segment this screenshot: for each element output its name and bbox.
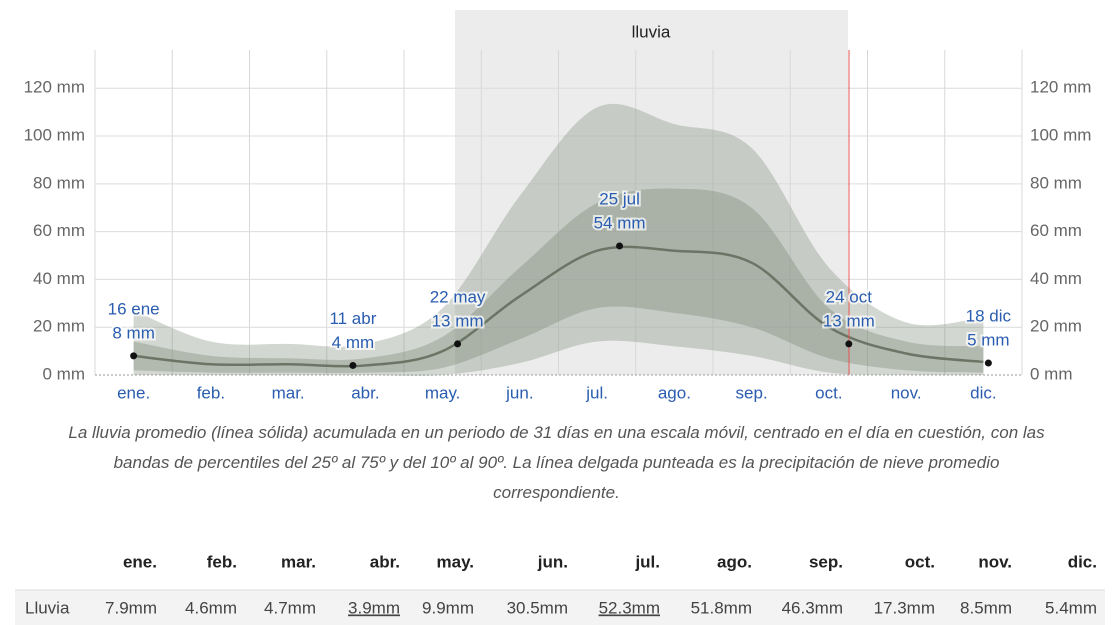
y2-tick-label: 60 mm: [1030, 221, 1082, 240]
table-header: oct.: [905, 552, 935, 571]
annotation-value: 5 mm: [967, 331, 1010, 350]
table-cell: 3.9mm: [348, 598, 400, 617]
annotation-value: 54 mm: [594, 213, 646, 232]
table-cell: 46.3mm: [782, 598, 843, 617]
annotation-value: 13 mm: [823, 311, 875, 330]
table-cell: 30.5mm: [507, 598, 568, 617]
mean-line: [133, 245, 984, 368]
x-tick-label: feb.: [197, 383, 225, 402]
table-cell: 51.8mm: [691, 598, 752, 617]
table-header: abr.: [370, 552, 400, 571]
table-cell: 9.9mm: [422, 598, 474, 617]
table-header: ago.: [717, 552, 752, 571]
annotation-dot: [454, 340, 462, 348]
x-tick-label: nov.: [891, 383, 922, 402]
table-cell: 5.4mm: [1045, 598, 1097, 617]
annotation-date: 22 may: [430, 287, 486, 306]
x-tick-label: may.: [425, 383, 461, 402]
x-tick-label: jul.: [585, 383, 608, 402]
y-tick-label: 20 mm: [33, 317, 85, 336]
annotation-date: 11 abr: [329, 309, 376, 328]
table-cell: 7.9mm: [105, 598, 157, 617]
x-tick-label: abr.: [351, 383, 379, 402]
table-header: may.: [437, 552, 475, 571]
x-tick-label: jun.: [505, 383, 533, 402]
table-header: feb.: [207, 552, 237, 571]
table-cell: 8.5mm: [960, 598, 1012, 617]
annotation-dot: [130, 352, 138, 360]
x-tick-label: ago.: [658, 383, 691, 402]
annotation-date: 18 dic: [966, 307, 1012, 326]
x-tick-label: sep.: [736, 383, 768, 402]
y-tick-label: 100 mm: [24, 126, 85, 145]
annotation-dot: [984, 359, 992, 367]
y-tick-label: 40 mm: [33, 269, 85, 288]
x-tick-label: dic.: [970, 383, 996, 402]
y2-tick-label: 40 mm: [1030, 269, 1082, 288]
percentile-band: [133, 103, 984, 376]
annotation-value: 13 mm: [432, 311, 484, 330]
y-tick-label: 120 mm: [24, 78, 85, 97]
table-cell: 4.6mm: [185, 598, 237, 617]
annotation-dot: [616, 242, 624, 250]
table-header: ene.: [123, 552, 157, 571]
row-label: Lluvia: [25, 598, 70, 617]
y2-tick-label: 0 mm: [1030, 364, 1073, 383]
table-row-bg: [15, 590, 1105, 625]
table-cell: 52.3mm: [599, 598, 660, 617]
x-tick-label: oct.: [815, 383, 842, 402]
table-header: jun.: [537, 552, 568, 571]
annotation-dot: [349, 361, 357, 369]
y2-tick-label: 100 mm: [1030, 126, 1091, 145]
y2-tick-label: 20 mm: [1030, 317, 1082, 336]
y-tick-label: 80 mm: [33, 173, 85, 192]
y-tick-label: 60 mm: [33, 221, 85, 240]
table-header: sep.: [809, 552, 843, 571]
caption: La lluvia promedio (línea sólida) acumul…: [68, 423, 1045, 502]
annotation-date: 16 ene: [108, 299, 160, 318]
percentile-band: [133, 188, 984, 373]
season-label: lluvia: [632, 22, 671, 41]
annotation-value: 8 mm: [112, 323, 155, 342]
x-tick-label: ene.: [117, 383, 150, 402]
x-tick-label: mar.: [272, 383, 305, 402]
y-tick-label: 0 mm: [43, 364, 86, 383]
annotation-date: 25 jul: [599, 189, 640, 208]
table-header: nov.: [978, 552, 1012, 571]
table-header: jul.: [634, 552, 660, 571]
table-cell: 4.7mm: [264, 598, 316, 617]
y2-tick-label: 80 mm: [1030, 173, 1082, 192]
annotation-dot: [845, 340, 853, 348]
annotation-date: 24 oct: [826, 287, 873, 306]
table-header: dic.: [1068, 552, 1097, 571]
annotation-value: 4 mm: [332, 333, 375, 352]
table-cell: 17.3mm: [874, 598, 935, 617]
season-shade: [455, 10, 848, 375]
y2-tick-label: 120 mm: [1030, 78, 1091, 97]
table-header: mar.: [281, 552, 316, 571]
